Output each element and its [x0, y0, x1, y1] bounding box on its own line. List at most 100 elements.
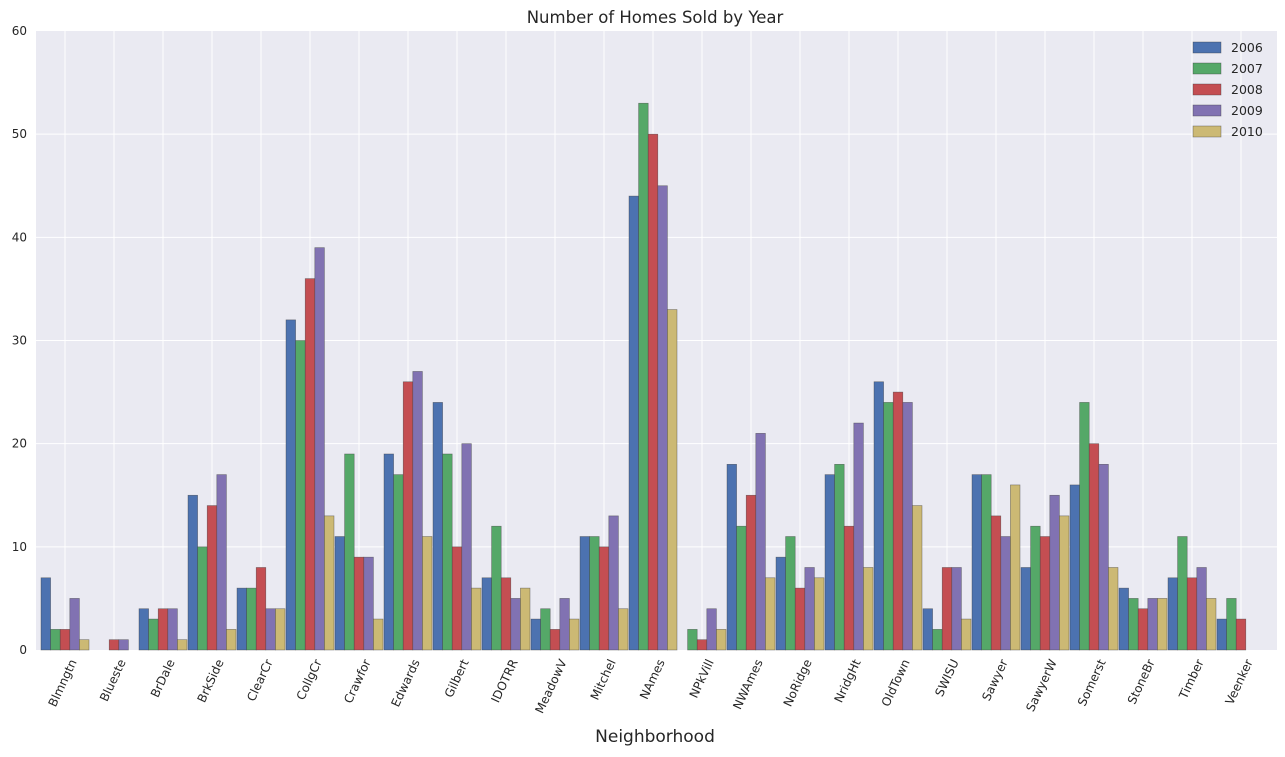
y-tick-label: 50 — [12, 127, 27, 141]
x-tick-label: Gilbert — [442, 657, 472, 700]
bar-stonebr-2006 — [1118, 587, 1129, 651]
bar-nridght-2007 — [834, 463, 845, 651]
bar-sawyer-2009 — [1000, 536, 1011, 651]
bar-edwards-2008 — [402, 381, 414, 651]
x-tick-label: Blueste — [97, 657, 129, 704]
bar-idotrr-2007 — [491, 525, 502, 651]
bar-nridght-2008 — [843, 525, 855, 651]
bar-clearcr-2008 — [255, 567, 267, 651]
bar-sawyer-2008 — [990, 515, 1002, 651]
bar-timber-2008 — [1186, 577, 1198, 651]
x-axis-label: Neighborhood — [595, 727, 715, 747]
bar-somerst-2009 — [1098, 463, 1109, 651]
bar-collgcr-2009 — [314, 247, 325, 651]
bar-somerst-2010 — [1108, 567, 1119, 651]
bar-brdale-2010 — [177, 639, 188, 651]
bar-names-2010 — [667, 309, 678, 651]
bar-timber-2006 — [1167, 577, 1178, 651]
bar-brkside-2008 — [206, 505, 218, 651]
bar-blmngtn-2007 — [50, 629, 61, 651]
bar-idotrr-2008 — [500, 577, 512, 651]
x-tick-label: Veenker — [1223, 657, 1256, 707]
bar-swisu-2007 — [932, 629, 943, 651]
y-tick-label: 60 — [12, 24, 27, 38]
bar-names-2008 — [647, 133, 659, 651]
bar-brkside-2007 — [197, 546, 208, 651]
bar-sawyer-2006 — [971, 474, 982, 651]
legend-label-2010: 2010 — [1231, 124, 1263, 139]
bar-noridge-2008 — [794, 587, 806, 651]
bar-collgcr-2006 — [285, 319, 296, 651]
x-tick-label: NridgHt — [831, 657, 863, 705]
bar-stonebr-2009 — [1147, 598, 1158, 651]
bar-edwards-2006 — [383, 453, 394, 651]
bar-meadowv-2007 — [540, 608, 551, 651]
bar-collgcr-2010 — [324, 515, 335, 651]
bar-timber-2010 — [1206, 598, 1217, 651]
bar-swisu-2006 — [922, 608, 933, 651]
bar-edwards-2007 — [393, 474, 404, 651]
x-tick-label: NAmes — [637, 657, 668, 701]
bar-mitchel-2007 — [589, 536, 600, 651]
bar-blmngtn-2008 — [59, 629, 71, 651]
bar-brdale-2006 — [138, 608, 149, 651]
bar-crawfor-2007 — [344, 453, 355, 651]
x-tick-label: OldTown — [879, 657, 913, 709]
bar-brdale-2009 — [167, 608, 178, 651]
legend-swatch-2009 — [1192, 104, 1222, 117]
x-tick-label: NPkVill — [687, 657, 717, 700]
x-tick-labels: Blmngtn Blueste BrDale BrkSide ClearCr CollgC… — [46, 656, 1256, 715]
legend-label-2007: 2007 — [1231, 61, 1263, 76]
bar-edwards-2009 — [412, 371, 423, 651]
x-tick-label: Timber — [1176, 657, 1207, 702]
bar-crawfor-2009 — [363, 556, 374, 651]
bar-timber-2009 — [1196, 567, 1207, 651]
bar-crawfor-2010 — [373, 618, 384, 651]
bar-npkvill-2009 — [706, 608, 717, 651]
bar-clearcr-2009 — [265, 608, 276, 651]
bar-names-2006 — [628, 195, 639, 651]
bar-brkside-2009 — [216, 474, 227, 651]
x-tick-label: NWAmes — [730, 657, 765, 712]
bar-nwames-2006 — [726, 463, 737, 651]
bar-oldtown-2009 — [902, 402, 913, 651]
legend-label-2009: 2009 — [1231, 103, 1263, 118]
bar-veenker-2008 — [1235, 618, 1247, 651]
bar-noridge-2009 — [804, 567, 815, 651]
x-tick-label: ClearCr — [244, 657, 276, 703]
x-tick-label: Crawfor — [341, 657, 374, 706]
bar-names-2009 — [657, 185, 668, 651]
bar-sawyer-2007 — [981, 474, 992, 651]
x-tick-label: SawyerW — [1023, 657, 1059, 714]
bar-sawyerw-2009 — [1049, 494, 1060, 651]
bar-sawyerw-2006 — [1020, 567, 1031, 651]
bar-meadowv-2006 — [530, 618, 541, 651]
x-tick-label: CollgCr — [294, 657, 325, 702]
legend-label-2008: 2008 — [1231, 82, 1263, 97]
bar-nwames-2009 — [755, 433, 766, 651]
bar-stonebr-2007 — [1128, 598, 1139, 651]
x-tick-label: NoRidge — [781, 657, 815, 709]
bar-clearcr-2010 — [275, 608, 286, 651]
bar-clearcr-2007 — [246, 587, 257, 651]
bars — [40, 102, 1247, 651]
bar-blmngtn-2009 — [69, 598, 80, 651]
bar-oldtown-2006 — [873, 381, 884, 651]
bar-mitchel-2008 — [598, 546, 610, 651]
bar-idotrr-2006 — [481, 577, 492, 651]
y-tick-label: 30 — [12, 334, 27, 348]
legend-swatch-2010 — [1192, 125, 1222, 138]
bar-swisu-2008 — [941, 567, 953, 651]
x-tick-label: Mitchel — [588, 657, 619, 702]
bar-idotrr-2009 — [510, 598, 521, 651]
bar-gilbert-2006 — [432, 402, 443, 651]
bar-clearcr-2006 — [236, 587, 247, 651]
bar-meadowv-2008 — [549, 629, 561, 651]
bar-nridght-2006 — [824, 474, 835, 651]
bar-sawyer-2010 — [1010, 484, 1021, 651]
bar-mitchel-2010 — [618, 608, 629, 651]
bar-noridge-2007 — [785, 536, 796, 651]
chart-title: Number of Homes Sold by Year — [527, 8, 784, 27]
bar-stonebr-2008 — [1137, 608, 1149, 651]
